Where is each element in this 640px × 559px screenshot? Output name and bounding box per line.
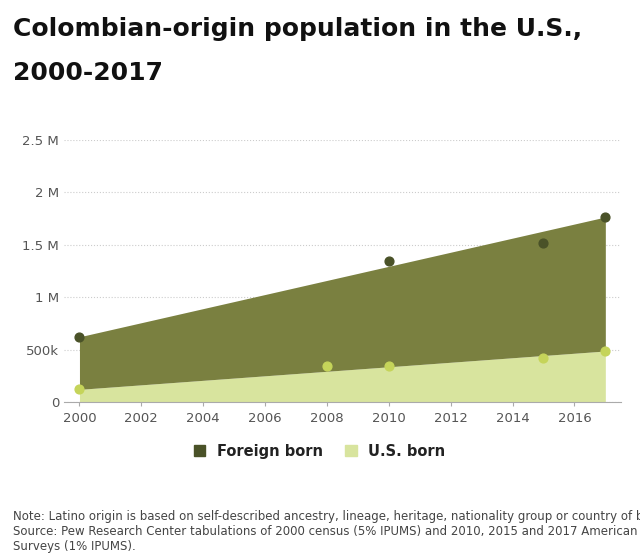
Point: [74, 385, 84, 394]
Point: [384, 361, 394, 370]
Legend: Foreign born, U.S. born: Foreign born, U.S. born: [194, 444, 445, 459]
Point: [600, 212, 611, 221]
Text: Colombian-origin population in the U.S.,: Colombian-origin population in the U.S.,: [13, 17, 582, 41]
Point: [600, 347, 611, 356]
Point: [74, 332, 84, 341]
Point: [384, 256, 394, 265]
Text: 2000-2017: 2000-2017: [13, 61, 163, 86]
Text: Note: Latino origin is based on self-described ancestry, lineage, heritage, nati: Note: Latino origin is based on self-des…: [13, 510, 640, 553]
Point: [538, 238, 548, 247]
Point: [322, 361, 332, 370]
Point: [538, 354, 548, 363]
